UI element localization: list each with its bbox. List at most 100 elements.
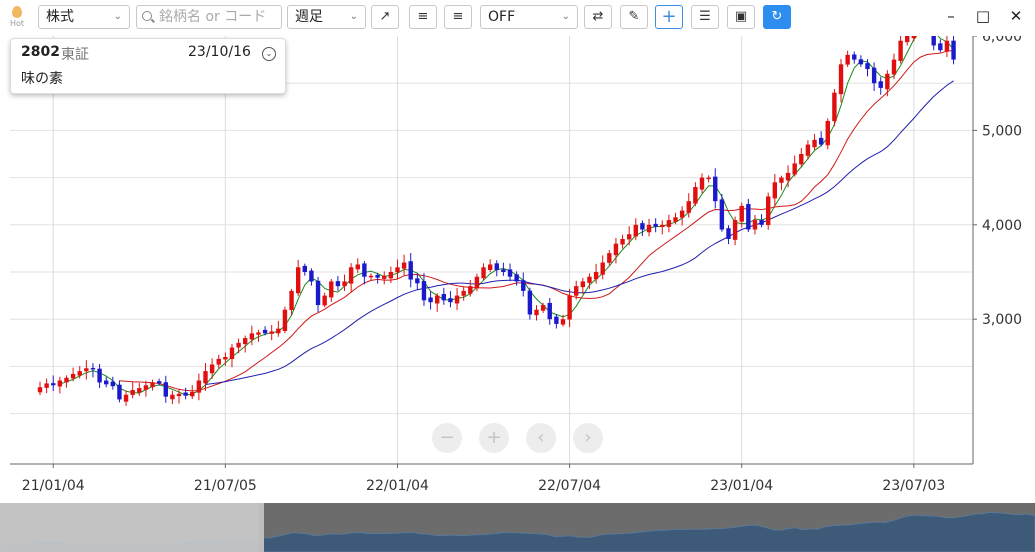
candle bbox=[428, 297, 433, 303]
candle bbox=[51, 383, 56, 386]
candle bbox=[289, 290, 294, 310]
settings-button[interactable]: ☰ bbox=[691, 5, 719, 29]
stock-name: 味の素 bbox=[21, 71, 63, 87]
candle bbox=[891, 59, 897, 75]
candle bbox=[84, 368, 89, 372]
toolbar: Hot 株式 ⌄ 銘柄名 or コード 週足 ⌄ ↗ ≡ ≡ OFF ⌄ ⇄ ✎… bbox=[0, 0, 1035, 36]
info-date: 23/10/16 bbox=[188, 44, 251, 60]
screenshot-button[interactable]: ▣ bbox=[727, 5, 755, 29]
plus-icon: + bbox=[486, 427, 502, 448]
candle bbox=[726, 228, 731, 239]
candle bbox=[865, 63, 870, 70]
candle bbox=[315, 280, 321, 306]
candle bbox=[944, 40, 950, 52]
period-select[interactable]: 週足 ⌄ bbox=[287, 5, 366, 29]
candle bbox=[249, 333, 255, 340]
candle bbox=[898, 40, 903, 61]
candle bbox=[388, 272, 394, 279]
candles bbox=[37, 36, 956, 406]
candle bbox=[805, 144, 811, 156]
refresh-button[interactable]: ↻ bbox=[763, 5, 791, 29]
candle bbox=[401, 262, 407, 269]
candle bbox=[408, 261, 413, 280]
candle bbox=[792, 163, 797, 175]
candle bbox=[196, 380, 202, 393]
candle bbox=[607, 253, 612, 263]
chevron-down-icon: ⌄ bbox=[561, 11, 570, 22]
candle bbox=[679, 210, 685, 218]
candle bbox=[322, 295, 327, 306]
candle bbox=[521, 280, 526, 291]
candle bbox=[871, 67, 877, 84]
maximize-button[interactable]: □ bbox=[973, 6, 993, 26]
align-left-button[interactable]: ≡ bbox=[409, 5, 437, 29]
candlestick-chart[interactable]: 3,000 4,000 5,000 6,000 21/01/04 21/07/05 22/0… bbox=[0, 36, 1035, 503]
indicator-select[interactable]: OFF ⌄ bbox=[480, 5, 578, 29]
exchange-label: 東証 bbox=[61, 47, 89, 63]
moving-average-lines bbox=[59, 36, 954, 396]
candle bbox=[779, 177, 784, 183]
close-button[interactable]: ✕ bbox=[1006, 6, 1026, 26]
candle bbox=[905, 36, 910, 43]
candle bbox=[620, 238, 625, 245]
scroll-left-button[interactable]: ‹ bbox=[526, 423, 556, 453]
candle bbox=[37, 387, 43, 393]
align-right-button[interactable]: ≡ bbox=[444, 5, 472, 29]
candle bbox=[117, 384, 122, 400]
candle bbox=[885, 73, 890, 90]
stock-code: 2802 bbox=[21, 44, 60, 60]
trend-line-icon: ↗ bbox=[379, 9, 391, 24]
hot-label: Hot bbox=[9, 19, 25, 28]
candle bbox=[746, 204, 751, 230]
candle bbox=[110, 381, 116, 387]
y-tick-label: 6,000 bbox=[982, 36, 1022, 45]
candle bbox=[706, 177, 711, 180]
shuffle-button[interactable]: ⇄ bbox=[584, 5, 612, 29]
navigator-handle[interactable] bbox=[259, 503, 264, 552]
candle bbox=[454, 295, 460, 304]
candle bbox=[878, 81, 883, 88]
search-placeholder: 銘柄名 or コード bbox=[159, 9, 267, 25]
hot-button[interactable]: Hot bbox=[6, 4, 28, 32]
candle bbox=[203, 371, 208, 384]
candle bbox=[57, 380, 63, 387]
ma-short-line bbox=[59, 36, 954, 396]
candle bbox=[858, 59, 864, 65]
crosshair-button[interactable]: + bbox=[655, 5, 683, 29]
candle bbox=[825, 120, 830, 146]
zoom-out-button[interactable]: − bbox=[432, 423, 462, 453]
candle bbox=[600, 262, 605, 275]
zoom-in-button[interactable]: + bbox=[479, 423, 509, 453]
candle bbox=[229, 347, 235, 360]
chevron-down-icon: ⌄ bbox=[349, 11, 358, 22]
candle bbox=[256, 332, 261, 335]
candle bbox=[170, 394, 175, 400]
candle bbox=[613, 243, 619, 256]
candle bbox=[693, 187, 698, 204]
minimize-button[interactable]: – bbox=[941, 6, 961, 26]
x-tick-label: 21/07/05 bbox=[194, 478, 257, 494]
candle bbox=[574, 286, 579, 296]
candle bbox=[640, 223, 645, 230]
candle bbox=[474, 276, 480, 289]
search-input[interactable]: 銘柄名 or コード bbox=[136, 5, 282, 29]
scroll-right-button[interactable]: › bbox=[573, 423, 603, 453]
chart-grid bbox=[10, 36, 973, 464]
candle bbox=[335, 281, 341, 287]
navigator-shaded-range bbox=[0, 503, 259, 552]
candle bbox=[838, 64, 844, 95]
candle bbox=[739, 205, 744, 222]
trend-line-button[interactable]: ↗ bbox=[371, 5, 399, 29]
candle bbox=[441, 294, 447, 301]
draw-button[interactable]: ✎ bbox=[620, 5, 648, 29]
chevron-down-circle-icon[interactable]: ⌄ bbox=[262, 47, 276, 61]
candle bbox=[77, 371, 82, 376]
x-tick-label: 23/01/04 bbox=[710, 478, 773, 494]
candle bbox=[911, 36, 917, 39]
range-navigator[interactable] bbox=[0, 503, 1035, 552]
candle bbox=[90, 367, 96, 370]
market-select[interactable]: 株式 ⌄ bbox=[38, 5, 130, 29]
search-icon bbox=[142, 11, 152, 21]
chevron-right-icon: › bbox=[584, 427, 592, 448]
candle bbox=[686, 201, 691, 213]
